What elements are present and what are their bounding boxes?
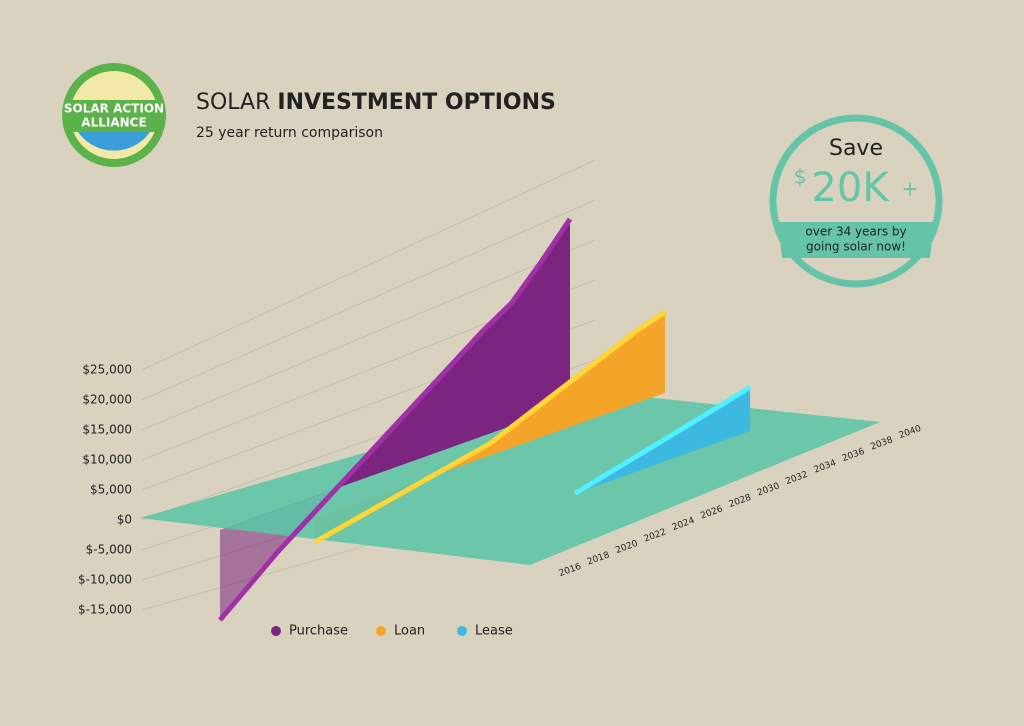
y-tick-label: $25,000 <box>82 363 132 377</box>
y-tick-label: $20,000 <box>82 393 132 407</box>
area <box>575 387 750 494</box>
grid-line <box>141 159 596 371</box>
y-tick-label: $5,000 <box>90 483 132 497</box>
legend-label: Lease <box>475 624 513 639</box>
y-tick-label: $10,000 <box>82 453 132 467</box>
badge-headline: Save <box>829 136 883 161</box>
chart-title: SOLAR INVESTMENT OPTIONS <box>196 90 556 115</box>
y-tick-label: $15,000 <box>82 423 132 437</box>
title-bold: INVESTMENT OPTIONS <box>277 90 555 115</box>
y-tick-label: $0 <box>117 513 132 527</box>
y-tick-label: $-15,000 <box>78 603 132 617</box>
grid-line <box>141 239 596 431</box>
title-light: SOLAR <box>196 90 270 115</box>
badge-line: over 34 years by <box>805 225 906 239</box>
badge-amount: 20K <box>811 165 890 211</box>
area-edge <box>313 309 667 545</box>
badge: Save $ 20K + over 34 years by going sola… <box>769 114 943 288</box>
logo-text: SOLAR ACTION <box>64 102 164 116</box>
legend-label: Purchase <box>289 624 348 639</box>
area-edge <box>218 217 573 622</box>
area-edge <box>573 385 752 496</box>
logo-banner <box>66 100 162 132</box>
y-tick-label: $-10,000 <box>78 573 132 587</box>
badge-currency: $ <box>794 165 807 189</box>
logo: SOLAR ACTION ALLIANCE <box>62 63 166 167</box>
legend-swatch <box>376 626 386 636</box>
y-tick-label: $-5,000 <box>86 543 132 557</box>
badge-band <box>778 222 934 258</box>
logo-text: ALLIANCE <box>81 116 146 130</box>
legend-swatch <box>271 626 281 636</box>
legend-swatch <box>457 626 467 636</box>
badge-line: going solar now! <box>806 240 906 254</box>
grid-line <box>141 199 596 401</box>
plot: $25,000 $20,000 $15,000 $10,000 $5,000 $0 $-5,… <box>78 159 923 639</box>
legend-label: Loan <box>394 624 425 639</box>
chart-subtitle: 25 year return comparison <box>196 125 383 141</box>
badge-suffix: + <box>902 177 919 201</box>
